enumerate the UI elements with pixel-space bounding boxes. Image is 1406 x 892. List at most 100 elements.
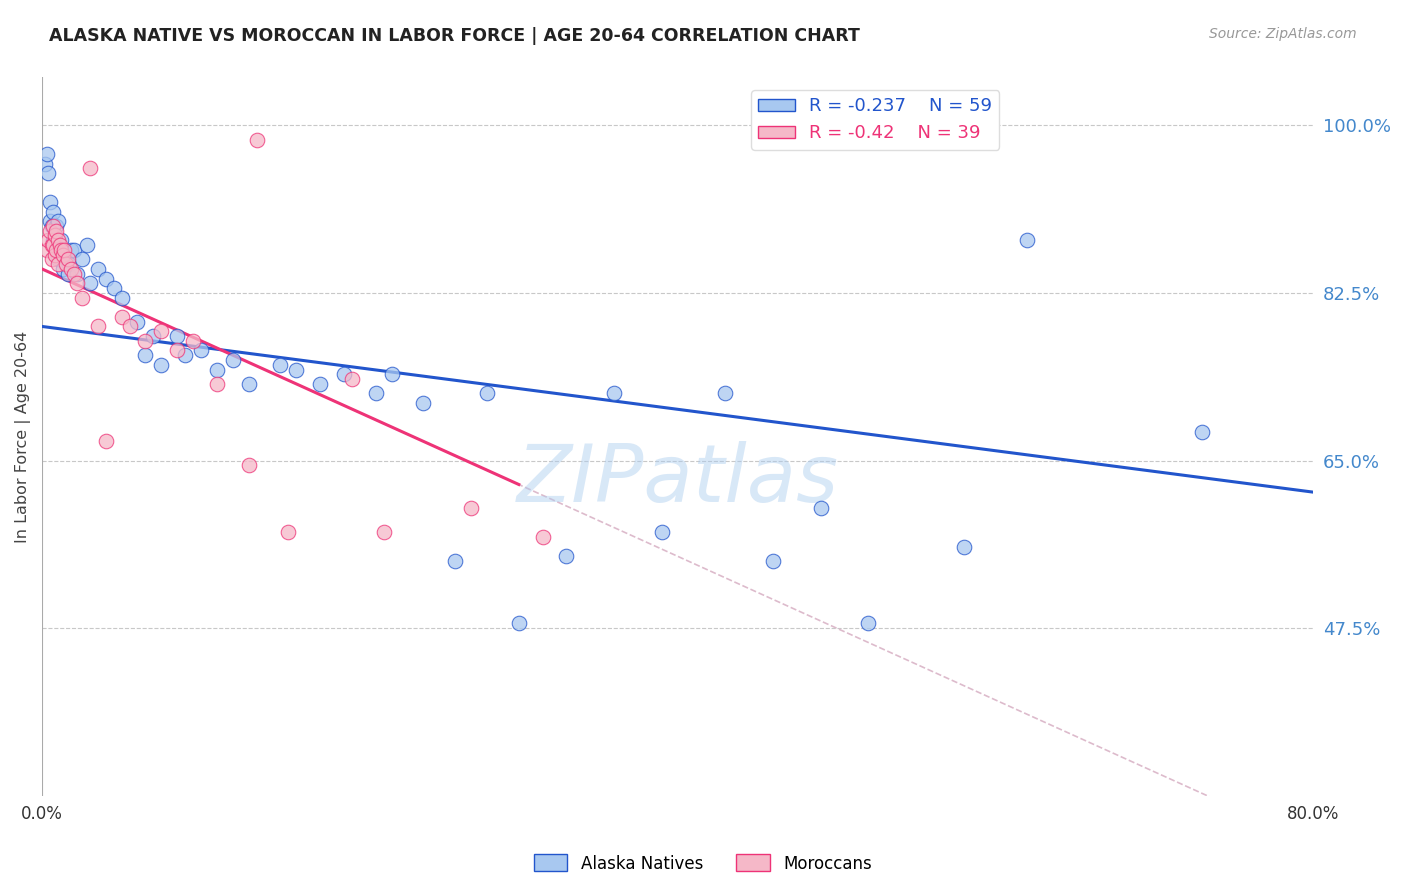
Point xyxy=(45,224,67,238)
Point xyxy=(150,324,173,338)
Legend: Alaska Natives, Moroccans: Alaska Natives, Moroccans xyxy=(527,847,879,880)
Point xyxy=(858,616,880,631)
Point xyxy=(44,247,66,261)
Point xyxy=(444,554,467,568)
Point xyxy=(79,277,101,291)
Point xyxy=(118,319,141,334)
Point xyxy=(762,554,785,568)
Point xyxy=(190,343,212,358)
Point xyxy=(142,329,165,343)
Point xyxy=(34,156,56,170)
Point xyxy=(333,368,356,382)
Point xyxy=(174,348,197,362)
Point xyxy=(181,334,204,348)
Point xyxy=(66,277,89,291)
Point xyxy=(37,233,59,247)
Point xyxy=(42,219,65,233)
Point xyxy=(134,334,156,348)
Point xyxy=(269,358,291,372)
Legend: R = -0.237    N = 59, R = -0.42    N = 39: R = -0.237 N = 59, R = -0.42 N = 39 xyxy=(751,90,1000,150)
Point xyxy=(42,204,65,219)
Point xyxy=(222,353,245,368)
Point xyxy=(46,214,69,228)
Point xyxy=(150,358,173,372)
Point xyxy=(94,434,117,449)
Point xyxy=(87,319,110,334)
Point xyxy=(52,243,75,257)
Point xyxy=(59,262,82,277)
Point xyxy=(52,247,75,261)
Point xyxy=(79,161,101,176)
Point xyxy=(205,376,228,391)
Point xyxy=(42,238,65,252)
Point xyxy=(39,194,62,209)
Point xyxy=(70,291,93,305)
Point xyxy=(44,238,66,252)
Point xyxy=(55,252,77,267)
Point xyxy=(41,238,63,252)
Point xyxy=(51,243,73,257)
Point xyxy=(309,376,332,391)
Point xyxy=(48,238,70,252)
Point xyxy=(35,243,58,257)
Point xyxy=(51,233,73,247)
Point xyxy=(373,525,395,540)
Point xyxy=(63,243,86,257)
Point xyxy=(110,310,132,324)
Point xyxy=(134,348,156,362)
Point xyxy=(412,396,434,410)
Point xyxy=(555,549,578,564)
Point xyxy=(952,540,974,554)
Point xyxy=(127,315,149,329)
Point xyxy=(475,386,498,401)
Point xyxy=(46,233,69,247)
Point xyxy=(110,291,132,305)
Point xyxy=(531,530,554,544)
Point xyxy=(76,238,98,252)
Point xyxy=(103,281,125,295)
Point xyxy=(39,214,62,228)
Point xyxy=(46,252,69,267)
Point xyxy=(603,386,626,401)
Point xyxy=(41,219,63,233)
Point xyxy=(508,616,530,631)
Point xyxy=(1017,233,1039,247)
Point xyxy=(56,267,79,281)
Point xyxy=(45,219,67,233)
Point xyxy=(46,257,69,271)
Point xyxy=(238,376,260,391)
Point xyxy=(39,224,62,238)
Point xyxy=(56,252,79,267)
Point xyxy=(41,252,63,267)
Point xyxy=(37,166,59,180)
Point xyxy=(59,243,82,257)
Point xyxy=(70,252,93,267)
Point xyxy=(246,133,269,147)
Point xyxy=(58,257,80,271)
Point xyxy=(714,386,737,401)
Point xyxy=(52,262,75,277)
Point xyxy=(340,372,363,386)
Point xyxy=(45,243,67,257)
Point xyxy=(810,501,832,516)
Point xyxy=(238,458,260,473)
Point xyxy=(381,368,404,382)
Text: ALASKA NATIVE VS MOROCCAN IN LABOR FORCE | AGE 20-64 CORRELATION CHART: ALASKA NATIVE VS MOROCCAN IN LABOR FORCE… xyxy=(49,27,860,45)
Point xyxy=(42,233,65,247)
Point xyxy=(1191,425,1213,439)
Point xyxy=(166,329,188,343)
Point xyxy=(364,386,387,401)
Text: Source: ZipAtlas.com: Source: ZipAtlas.com xyxy=(1209,27,1357,41)
Point xyxy=(44,228,66,243)
Point xyxy=(651,525,673,540)
Point xyxy=(460,501,482,516)
Point xyxy=(285,362,308,376)
Point xyxy=(55,257,77,271)
Point xyxy=(35,147,58,161)
Point xyxy=(66,267,89,281)
Text: ZIPatlas: ZIPatlas xyxy=(516,441,839,518)
Point xyxy=(53,243,76,257)
Point xyxy=(63,267,86,281)
Y-axis label: In Labor Force | Age 20-64: In Labor Force | Age 20-64 xyxy=(15,330,31,542)
Point xyxy=(87,262,110,277)
